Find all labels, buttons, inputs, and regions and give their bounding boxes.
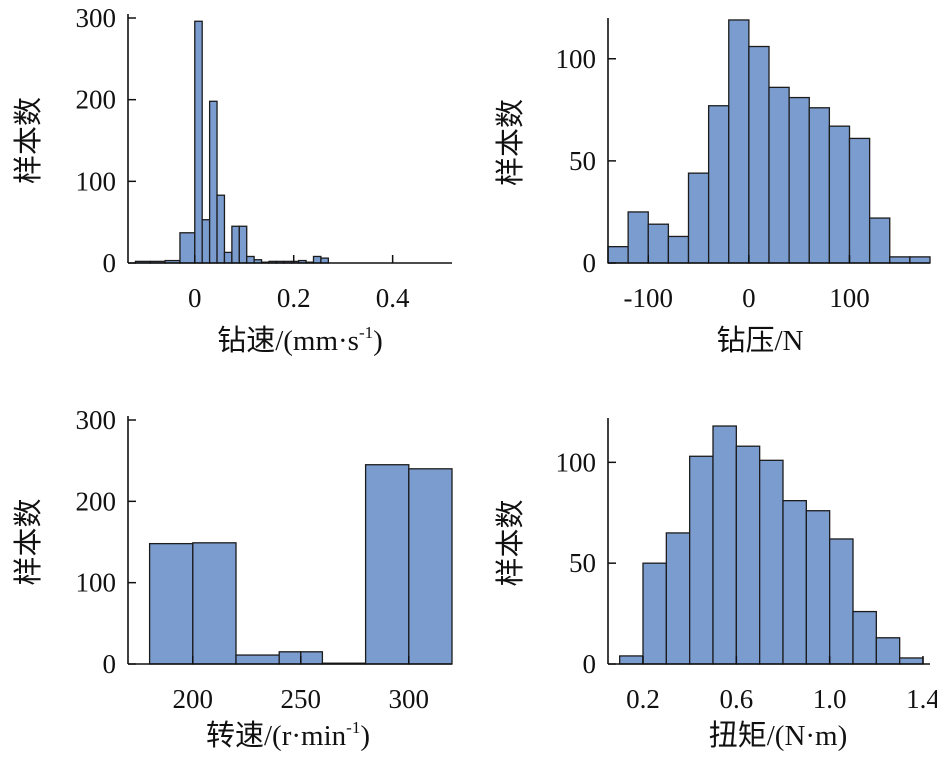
bar [192,542,237,665]
x-tick-label: 250 [281,684,322,714]
x-axis-title: 钻压/N [716,324,803,357]
bar [278,651,302,665]
bar [759,459,784,665]
bar [238,225,248,264]
bar [788,96,810,264]
bar [208,100,218,264]
bar [728,19,750,264]
x-axis-title: 转速/(r·min-1) [206,718,370,752]
bar [735,445,761,665]
y-axis-title: 样本数 [494,99,527,186]
bar [667,235,690,264]
x-tick-label: 0.2 [626,684,660,714]
bar [852,610,877,665]
bar [805,510,831,665]
y-tick-label: 100 [76,166,117,196]
bar [707,105,730,264]
x-tick-label: 1.4 [906,684,937,714]
x-tick-label: 0 [188,283,202,313]
bar [712,425,737,665]
bar [889,256,911,264]
bar [689,455,714,665]
y-tick-label: 0 [583,649,597,679]
bar [808,107,831,264]
bar [619,655,644,665]
bar [223,251,233,264]
bar [828,125,851,264]
y-tick-label: 100 [76,568,117,598]
bar [642,562,667,665]
bar [179,232,196,264]
y-axis-title: 样本数 [12,97,45,184]
y-tick-label: 0 [103,649,117,679]
bar [848,137,871,264]
y-tick-label: 300 [76,405,117,435]
bar [194,20,203,264]
y-axis-title: 样本数 [12,498,45,585]
x-tick-label: 0 [742,283,756,313]
y-tick-label: 200 [76,85,117,115]
y-tick-label: 0 [103,248,117,278]
x-tick-label: 0.6 [719,684,753,714]
x-tick-label: -100 [624,283,674,313]
y-tick-label: 50 [569,146,596,176]
y-tick-label: 100 [556,44,597,74]
bar [768,86,790,264]
bar [408,468,453,665]
x-tick-label: 100 [829,283,870,313]
bar [829,538,854,665]
bar [875,637,901,665]
bar [899,657,924,665]
bar [782,499,807,665]
x-tick-label: 0.2 [277,283,311,313]
bar [364,464,410,665]
bar [909,256,931,264]
y-axis-title: 样本数 [494,499,527,586]
y-tick-label: 200 [76,486,117,516]
bar [216,194,226,264]
x-axis-title: 钻速/(mm·s-1) [217,323,383,357]
x-tick-label: 200 [173,684,214,714]
bar [748,45,770,264]
y-tick-label: 0 [583,248,597,278]
bar [246,255,255,264]
bar [312,255,322,264]
bar [148,542,194,665]
x-tick-label: 0.4 [376,283,410,313]
x-axis-title: 扭矩/(N·m) [709,719,848,752]
bar [665,532,691,665]
bar [607,246,629,264]
x-tick-label: 1.0 [813,684,847,714]
bar [868,217,891,264]
bar [201,219,211,264]
y-tick-label: 50 [569,548,596,578]
y-tick-label: 300 [76,3,117,33]
bar [687,172,710,264]
bar [231,225,240,264]
bar [300,651,324,665]
x-tick-label: 300 [389,684,430,714]
bar [235,654,280,665]
bar [627,211,649,264]
y-tick-label: 100 [556,447,597,477]
bar [647,223,670,264]
